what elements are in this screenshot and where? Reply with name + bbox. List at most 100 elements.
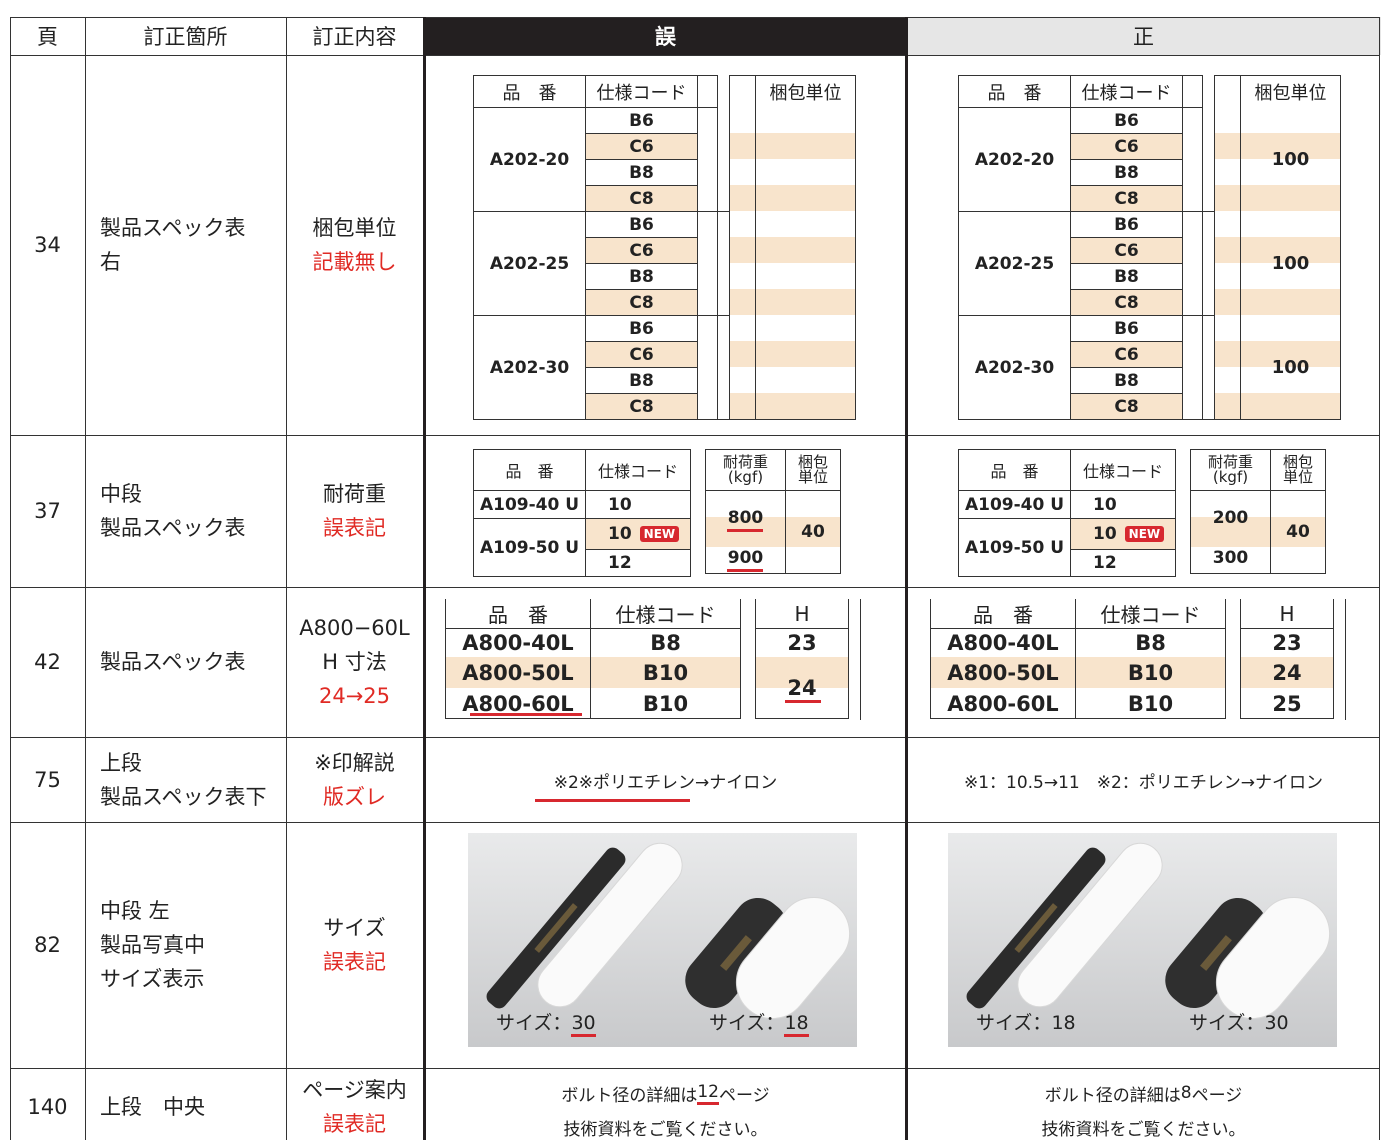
rule <box>10 737 1380 738</box>
header-cell: 頁 <box>37 25 58 49</box>
size-value: 30 <box>571 1012 596 1037</box>
table-cell: A109-50 U <box>473 518 586 577</box>
content-line: H 寸法 <box>322 650 387 674</box>
h-value: 24 <box>787 676 817 700</box>
rule <box>1240 185 1241 212</box>
item: A800-40L <box>462 630 574 655</box>
table-cell <box>1214 315 1341 342</box>
table-cell <box>697 315 718 342</box>
rule <box>755 237 756 264</box>
item: A800-60L <box>947 691 1059 716</box>
code: 10 <box>1093 494 1117 515</box>
table-cell <box>729 75 756 108</box>
table-cell: B6 <box>1070 211 1183 238</box>
rule <box>85 17 86 1140</box>
rule <box>755 315 756 342</box>
table-cell: B6 <box>585 107 698 134</box>
code: 10 <box>1093 524 1117 544</box>
table-cell <box>729 159 856 186</box>
header-cell: 誤 <box>655 25 676 49</box>
plate-short <box>1165 897 1267 1009</box>
table-cell: 品 番 <box>473 75 586 108</box>
table-cell <box>1182 393 1203 420</box>
table-cell <box>697 75 718 108</box>
h-value: 23 <box>787 630 817 655</box>
size-prefix: サイズ： <box>976 1012 1052 1034</box>
item: A800-50L <box>462 660 574 685</box>
rule <box>930 628 931 719</box>
rule <box>755 367 756 394</box>
table-cell: C6 <box>585 237 698 264</box>
header-cell: 訂正箇所 <box>143 25 228 49</box>
rule <box>740 628 741 719</box>
header-line: 耐荷重 <box>722 453 768 471</box>
table-cell: 10 <box>1070 490 1176 519</box>
guide-page: 8 <box>1180 1083 1192 1103</box>
rule <box>1333 628 1334 719</box>
code: 12 <box>1093 553 1117 573</box>
table-cell: 仕様コード <box>585 75 698 108</box>
load-value: 300 <box>1212 548 1249 568</box>
red-underline <box>785 700 821 703</box>
table-cell: 10 NEW <box>585 518 691 550</box>
rule <box>755 185 756 212</box>
rule <box>1240 718 1334 719</box>
photo-image <box>468 833 857 1047</box>
location-line: 中段 <box>100 482 142 506</box>
location-line: 製品スペック表 <box>100 216 246 240</box>
unit-value: 100 <box>1271 356 1310 378</box>
header-cell: 訂正内容 <box>312 25 397 49</box>
size-value: 18 <box>784 1012 809 1037</box>
plate-long <box>486 847 626 1009</box>
content-line: ページ案内 <box>302 1078 407 1102</box>
plate-short <box>685 897 787 1009</box>
location: 中段 製品スペック表 <box>100 435 286 587</box>
table-cell <box>1214 341 1341 368</box>
rule <box>1075 628 1076 719</box>
rule <box>445 718 741 719</box>
table-cell: 梱包単位 <box>1270 449 1326 491</box>
table-cell <box>1214 367 1341 394</box>
table-cell: 仕様コード <box>585 449 691 491</box>
rule <box>1240 341 1241 368</box>
rule <box>755 263 756 290</box>
table-cell: C6 <box>1070 237 1183 264</box>
table-cell: B8 <box>585 367 698 394</box>
content: A800−60L H 寸法 24→25 <box>286 587 423 737</box>
table-cell: C8 <box>585 185 698 212</box>
rule <box>697 419 856 420</box>
table-cell <box>729 237 856 264</box>
code: B10 <box>642 691 689 716</box>
rule <box>1240 367 1241 394</box>
content-red: 誤表記 <box>323 1112 386 1136</box>
table-cell: 10 <box>585 490 691 519</box>
table-cell <box>1214 185 1341 212</box>
table-cell <box>1214 263 1341 290</box>
rule <box>905 17 908 1140</box>
table-cell: A109-40 U <box>473 490 586 519</box>
page-number: 42 <box>34 650 61 674</box>
table-cell: B8 <box>585 263 698 290</box>
table-cell <box>1214 211 1341 238</box>
location-line: 製品スペック表下 <box>100 784 267 809</box>
table-cell <box>1214 237 1341 264</box>
pack-value: 40 <box>801 522 825 542</box>
rule <box>1240 211 1241 238</box>
table-cell: B8 <box>1070 263 1183 290</box>
location-line: 上段 <box>100 750 142 775</box>
table-cell: B6 <box>1070 315 1183 342</box>
rule <box>10 822 1380 823</box>
table-cell: C6 <box>585 341 698 368</box>
table-cell <box>729 211 856 238</box>
beige-band <box>1240 657 1334 688</box>
pack-value: 40 <box>1286 522 1310 542</box>
rule <box>10 435 1380 436</box>
table-cell <box>729 133 856 160</box>
table-cell <box>1182 315 1203 342</box>
beige-band <box>445 657 741 688</box>
content: 耐荷重 誤表記 <box>286 435 423 587</box>
size-label: サイズ：18 <box>976 1008 1126 1038</box>
table-cell <box>729 367 856 394</box>
size-label: サイズ：18 <box>709 1008 859 1038</box>
